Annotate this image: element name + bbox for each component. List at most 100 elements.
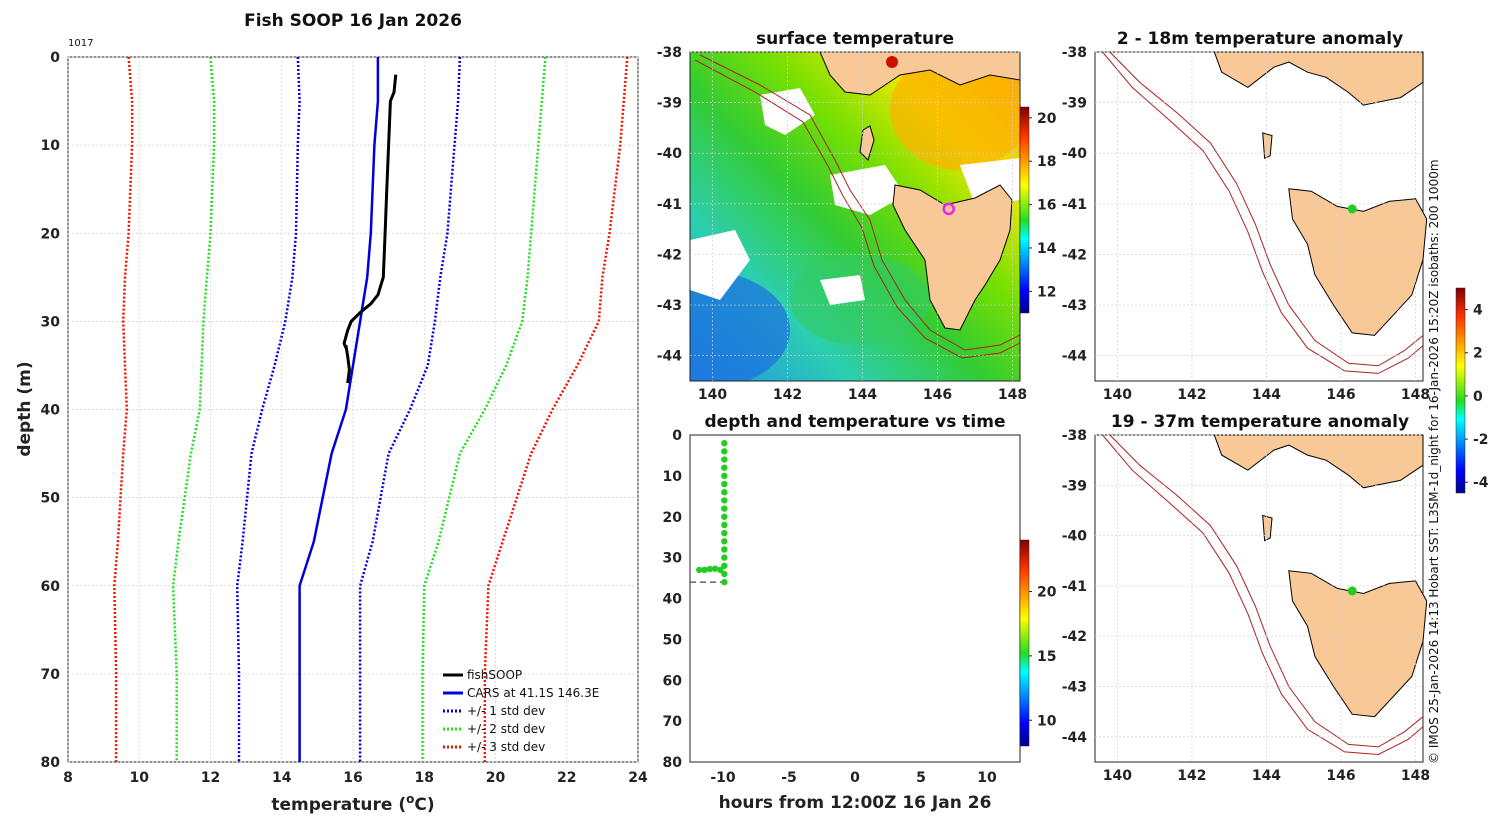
series-line-std1	[358, 56, 462, 762]
depth-time-xlabel: hours from 12:00Z 16 Jan 26	[719, 793, 992, 813]
x-tick-label: 5	[916, 770, 926, 786]
y-tick-label: 40	[41, 403, 61, 419]
y-tick-label: 70	[663, 714, 683, 730]
anomaly-sample-point	[1347, 204, 1357, 214]
map-y-tick-label: -39	[657, 96, 682, 112]
series-line-std1	[235, 56, 301, 762]
map-y-tick-label: -38	[657, 45, 682, 61]
cloud-gap	[690, 230, 750, 300]
map-y-tick-label: -39	[1062, 478, 1087, 494]
profile-id-label: 1017	[68, 38, 93, 49]
depth-time-chart: depth and temperature vs time -10 -5 0 5 10 0…	[663, 412, 1057, 813]
x-tick-label: 20	[486, 770, 506, 786]
map-y-tick-label: -42	[1062, 629, 1087, 645]
y-tick-label: 30	[41, 314, 61, 330]
anomaly-shallow-title: 2 - 18m temperature anomaly	[1117, 29, 1403, 49]
profile-chart: Fish SOOP 16 Jan 2026 1017 8 10 12 14 16 18 20…	[15, 11, 648, 815]
depth-time-point	[701, 566, 708, 574]
map-x-tick-label: 146	[1326, 768, 1355, 784]
anomaly-deep-map: 19 - 37m temperature anomaly 140 142 144 14…	[1062, 412, 1430, 784]
legend-label-std3: +/- 3 std dev	[467, 740, 545, 754]
map-x-tick-label: 142	[1177, 387, 1206, 403]
tasmania	[892, 184, 1013, 331]
depth-time-point	[721, 578, 728, 586]
colorbar-tick-label: 18	[1037, 154, 1056, 170]
isobath-1000m	[1102, 434, 1424, 756]
depth-time-point	[706, 565, 713, 573]
king-island	[859, 125, 875, 161]
credit-text: © IMOS 25-Jan-2026 14:13 Hobart SST: L3S…	[1427, 159, 1441, 764]
map-x-tick-label: 148	[998, 387, 1027, 403]
profile-ticks: 8 10 12 14 16 18 20 22 24 0 10 20 30 40 50 60 70 80	[41, 50, 648, 786]
colorbar-tick-label: 4	[1473, 303, 1483, 319]
colorbar-tick-label: -2	[1473, 432, 1489, 448]
map-y-tick-label: -40	[1062, 146, 1088, 162]
depth-time-axes-box	[689, 434, 1021, 763]
depth-time-point	[721, 448, 728, 455]
map-y-tick-label: -42	[1062, 247, 1087, 263]
x-tick-label: 12	[201, 770, 220, 786]
colorbar-tick-label: 15	[1037, 649, 1056, 665]
map-y-tick-label: -44	[1062, 349, 1088, 365]
sst-map-title: surface temperature	[756, 29, 954, 49]
map-x-tick-label: 144	[1252, 387, 1281, 403]
map-x-tick-label: 140	[698, 387, 727, 403]
y-tick-label: 10	[663, 469, 683, 485]
isobath-1000m	[694, 59, 1020, 359]
depth-time-point	[721, 505, 728, 512]
colorbar-tick-label: 0	[1473, 389, 1483, 405]
y-tick-label: 80	[41, 755, 61, 771]
colorbar-tick-label: -4	[1473, 475, 1489, 491]
anomaly-shallow-ticks: 140 142 144 146 148 -38 -39 -40 -41 -42 -43 -44	[1062, 45, 1430, 403]
x-tick-label: 24	[628, 770, 648, 786]
map-y-tick-label: -43	[657, 298, 682, 314]
sst-warm-patch	[890, 52, 1020, 170]
map-y-tick-label: -38	[1062, 428, 1087, 444]
legend-label-fishsoop: fishSOOP	[467, 668, 522, 682]
profile-title: Fish SOOP 16 Jan 2026	[244, 11, 462, 31]
depth-time-point	[721, 538, 728, 545]
colorbar-tick-label: 16	[1037, 198, 1056, 214]
y-tick-label: 10	[41, 138, 61, 154]
y-tick-label: 60	[663, 673, 683, 689]
colorbar-tick-label: 12	[1037, 284, 1056, 300]
cloud-gap	[830, 165, 905, 215]
depth-time-point	[717, 566, 724, 574]
map-y-tick-label: -39	[1062, 96, 1087, 112]
y-tick-label: 20	[41, 226, 61, 242]
anomaly-sample-point	[1347, 586, 1357, 596]
depth-time-point	[721, 562, 728, 569]
legend-label-cars: CARS at 41.1S 146.3E	[467, 686, 599, 700]
y-tick-label: 20	[663, 510, 683, 526]
x-tick-label: 8	[63, 770, 73, 786]
map-x-tick-label: 148	[1401, 387, 1430, 403]
series-line-std2	[421, 56, 547, 762]
sst-map: surface temperature 140 142 144 146 148 -38 -3…	[657, 29, 1057, 403]
x-tick-label: 22	[557, 770, 576, 786]
isobath-200m	[1109, 434, 1424, 748]
map-y-tick-label: -40	[657, 146, 683, 162]
depth-time-point	[721, 529, 728, 537]
map-x-tick-label: 146	[1326, 387, 1355, 403]
sst-colorbar-ticks: 12 14 16 18 20	[1029, 111, 1057, 300]
series-line-std3	[483, 56, 629, 762]
map-y-tick-label: -44	[657, 349, 683, 365]
depth-time-point	[721, 464, 728, 471]
depth-time-point	[721, 456, 728, 463]
x-tick-label: -5	[781, 770, 797, 786]
depth-time-point	[721, 570, 728, 578]
anomaly-deep-title: 19 - 37m temperature anomaly	[1111, 412, 1409, 432]
depth-time-point	[721, 472, 728, 480]
map-x-tick-label: 142	[1177, 768, 1206, 784]
cloud-gap	[760, 88, 815, 135]
sst-sample-marker	[942, 202, 955, 216]
series-line-std2	[171, 56, 216, 762]
y-tick-label: 30	[663, 551, 683, 567]
map-y-tick-label: -41	[1062, 579, 1087, 595]
legend-label-std2: +/- 2 std dev	[467, 722, 545, 736]
anomaly-colorbar-ticks: -4 -2 0 2 4	[1465, 303, 1489, 491]
colorbar-tick-label: 10	[1037, 713, 1057, 729]
anomaly-deep-ticks: 140 142 144 146 148 -38 -39 -40 -41 -42 -43 -44	[1062, 428, 1430, 784]
map-x-tick-label: 140	[1103, 768, 1132, 784]
